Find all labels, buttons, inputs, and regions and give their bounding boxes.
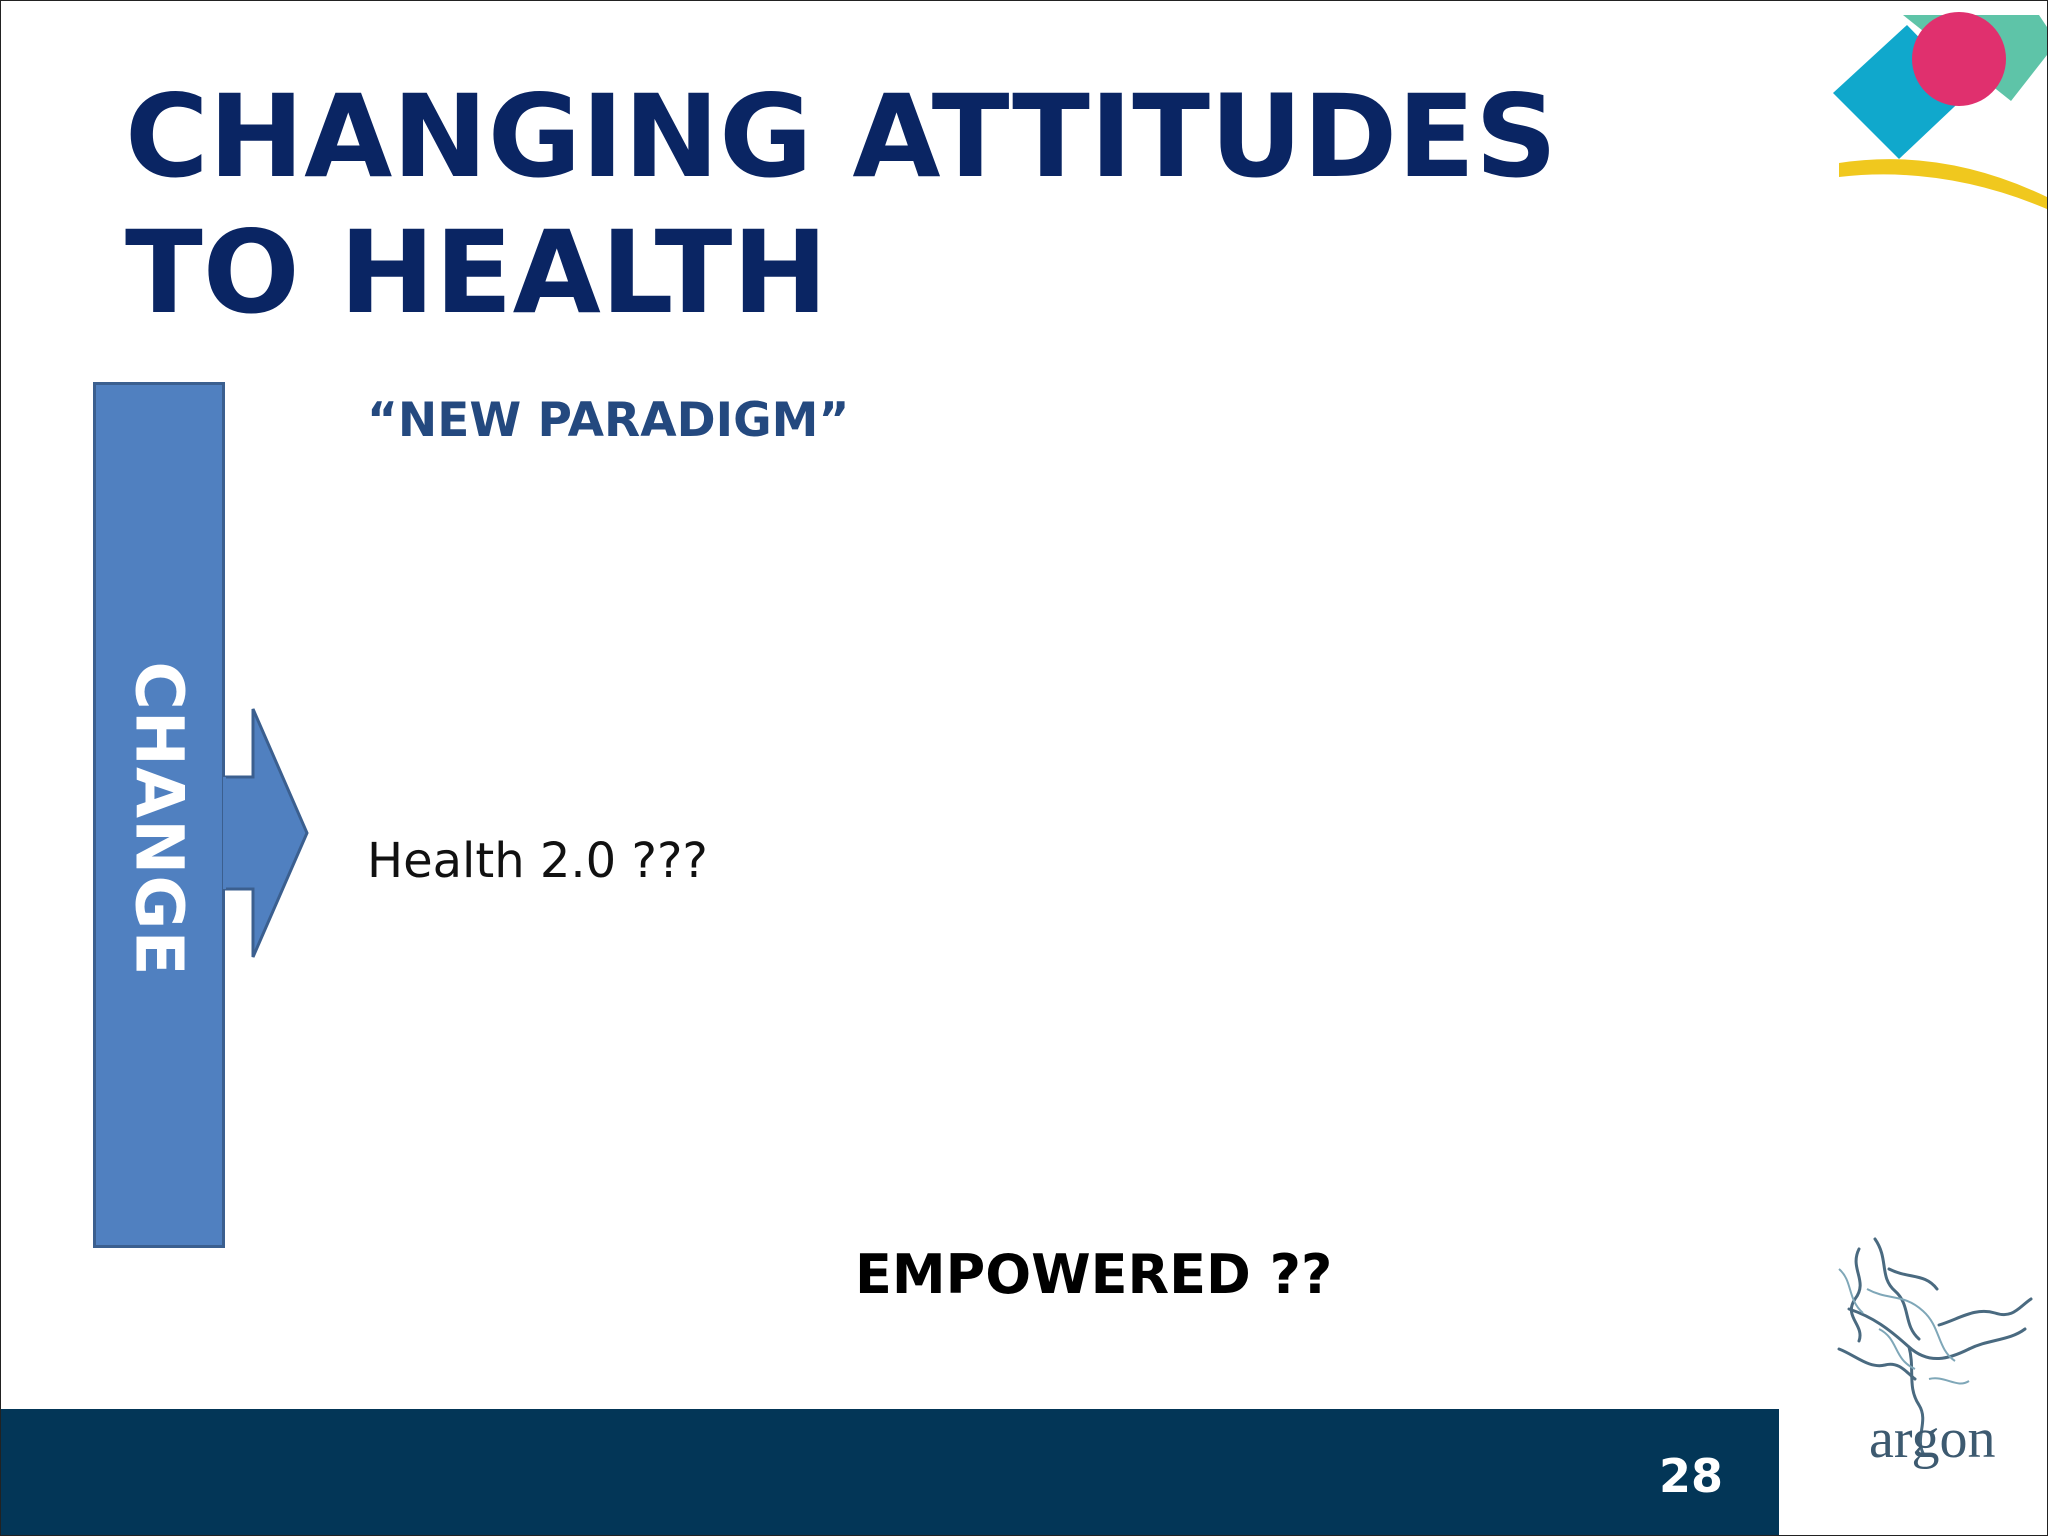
change-label: CHANGE: [120, 661, 198, 977]
argon-figure-logo: [1837, 1237, 2033, 1455]
page-number: 28: [1658, 1449, 1723, 1503]
slide-title: CHANGING ATTITUDES TO HEALTH: [125, 70, 1558, 339]
health-2-text: Health 2.0 ???: [367, 833, 708, 889]
change-bar: [93, 382, 225, 1248]
empowered-text: EMPOWERED ??: [855, 1243, 1333, 1306]
argon-logo-text: argon: [1869, 1408, 1996, 1470]
corner-shapes-logo: [1833, 12, 2047, 209]
right-arrow-icon: [223, 708, 309, 958]
new-paradigm-heading: “NEW PARADIGM”: [367, 393, 850, 448]
footer-bar: 28: [1, 1409, 1779, 1535]
